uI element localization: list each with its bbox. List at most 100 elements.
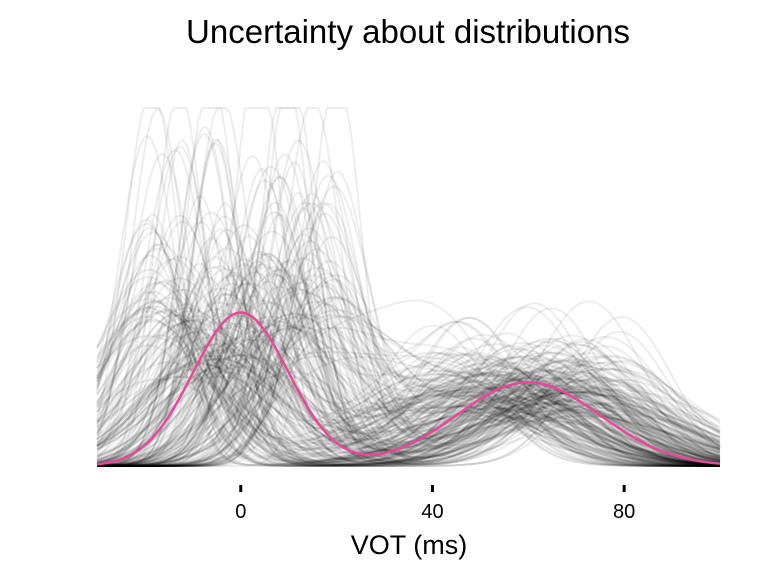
sample-curve: [96, 275, 721, 465]
sample-curve: [96, 312, 721, 467]
sample-curve: [96, 260, 721, 467]
sample-curve: [97, 191, 721, 467]
sample-curve: [96, 214, 721, 467]
sample-curve: [96, 201, 721, 467]
sample-curve: [96, 285, 721, 467]
sample-curve: [96, 357, 721, 465]
sample-curve: [96, 211, 721, 467]
sample-curve: [97, 106, 721, 467]
sample-curve: [96, 315, 721, 467]
sample-curve: [97, 212, 721, 467]
sample-curve: [96, 336, 721, 465]
chart-title: Uncertainty about distributions: [186, 13, 630, 50]
sample-curve: [97, 278, 721, 467]
sample-curve: [96, 300, 721, 467]
sample-curve: [96, 368, 721, 462]
sample-curve: [96, 106, 721, 467]
sample-curve: [96, 355, 721, 464]
sample-curve: [96, 322, 721, 467]
sample-curve: [96, 325, 720, 467]
sample-curve: [97, 265, 721, 467]
x-axis: 0 40 80: [235, 485, 635, 523]
sample-curve: [96, 227, 721, 467]
sample-curve: [97, 258, 721, 467]
sample-curve: [96, 362, 721, 461]
sample-curve: [96, 292, 721, 467]
sample-curve: [96, 342, 721, 462]
sample-curve: [96, 326, 721, 467]
sample-curve: [96, 258, 721, 467]
sample-curve: [96, 301, 721, 467]
sample-curve: [96, 338, 721, 461]
sample-curve: [96, 352, 721, 467]
sample-curve: [96, 266, 721, 467]
sample-curve: [96, 342, 721, 464]
sample-curve: [96, 282, 721, 466]
sample-curve: [96, 320, 721, 466]
sample-curve: [96, 353, 721, 461]
mean-curve: [96, 311, 721, 466]
sample-curve: [96, 274, 721, 467]
sample-curve: [97, 154, 721, 467]
sample-curve: [96, 310, 721, 466]
sample-curve: [96, 324, 721, 466]
sample-curve: [96, 202, 721, 467]
sample-curve: [96, 338, 721, 465]
sample-curve: [96, 310, 721, 465]
sample-curve: [97, 302, 721, 467]
sample-curve: [96, 145, 721, 467]
x-tick-label: 80: [613, 501, 635, 523]
sample-curve: [97, 106, 721, 467]
sample-curve: [96, 247, 721, 467]
sample-curve: [97, 201, 720, 467]
sample-curve: [96, 347, 721, 467]
sample-curve: [96, 354, 721, 465]
sample-curve: [97, 178, 721, 467]
sample-curve: [96, 313, 721, 467]
sample-curve: [96, 318, 721, 466]
sample-curve: [96, 361, 721, 460]
sample-curve: [96, 315, 721, 466]
sample-curve: [96, 254, 721, 466]
sample-curve: [96, 292, 721, 466]
sample-curve: [96, 321, 721, 466]
sample-curve: [96, 276, 721, 466]
sample-curve: [97, 274, 721, 467]
sample-curve: [96, 228, 721, 467]
sample-curve: [96, 296, 721, 467]
sample-curve: [96, 312, 721, 467]
sample-curve: [96, 223, 720, 467]
sample-curve: [96, 262, 721, 467]
sample-curve: [97, 159, 720, 467]
sample-curve: [97, 206, 721, 467]
sample-curve: [97, 165, 721, 467]
sample-curve: [96, 290, 721, 467]
sample-curve: [96, 148, 721, 467]
sample-curve: [96, 324, 721, 467]
x-tick-label: 40: [421, 501, 443, 523]
sample-curve: [96, 320, 721, 465]
sample-curve: [96, 346, 721, 467]
sample-curve: [96, 335, 721, 467]
sample-curve: [96, 260, 721, 467]
sample-curve: [97, 174, 721, 467]
sample-curve: [97, 234, 721, 467]
x-axis-label: VOT (ms): [351, 530, 468, 560]
sample-curve: [96, 282, 721, 467]
sample-curve: [96, 263, 721, 466]
sample-curve: [97, 227, 721, 467]
sample-curve: [97, 106, 721, 467]
sample-curve: [96, 354, 721, 457]
sample-curve: [97, 272, 720, 467]
sample-curve: [96, 294, 721, 467]
sample-curve: [96, 247, 721, 467]
sample-curve: [96, 319, 721, 467]
sample-curve: [97, 175, 721, 467]
sample-curve: [96, 354, 721, 458]
sample-curve: [97, 256, 721, 467]
sample-curve: [96, 327, 721, 467]
sample-curve: [96, 309, 721, 466]
x-tick-label: 0: [235, 501, 246, 523]
sample-curve: [96, 315, 721, 464]
sample-curve: [96, 220, 721, 466]
